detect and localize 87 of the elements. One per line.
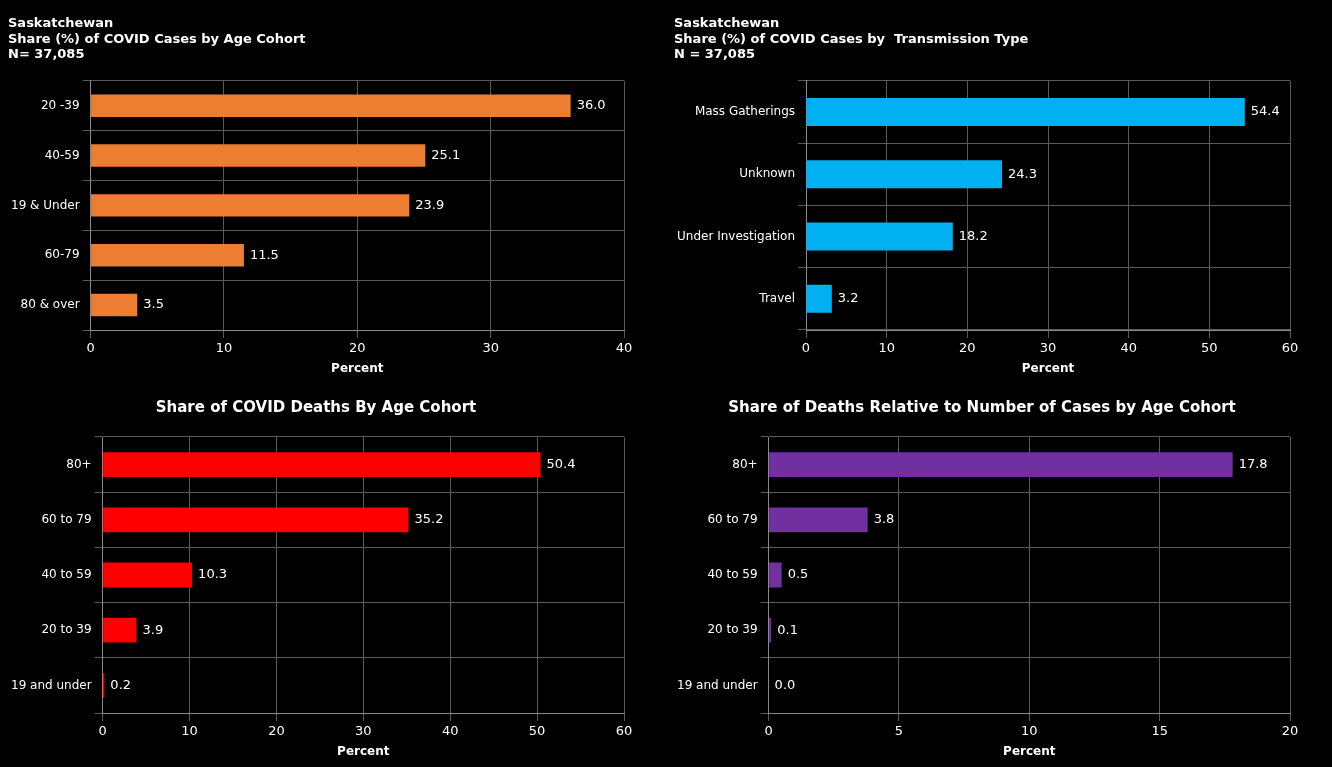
x-tick-label: 40 [1120,340,1137,356]
x-tick-label: 10 [878,340,895,356]
data-label: 24.3 [1008,165,1037,181]
x-tick-label: 5 [894,723,904,739]
x-axis-title: Percent [331,360,384,375]
y-tick-label: 19 & Under [11,197,80,212]
data-label: 18.2 [958,227,988,243]
x-tick-label: 20 [1281,723,1299,739]
x-tick-label: 20 [349,340,366,356]
x-tick-label: 15 [1151,723,1168,739]
y-tick-label: 60 to 79 [41,511,92,526]
bar [806,284,832,313]
data-label: 25.1 [431,146,461,162]
data-label: 54.4 [1250,103,1280,119]
chart-title: Saskatchewan Share (%) of COVID Cases by Transmission Type N = 37,085 [674,15,1029,62]
bar [91,144,426,167]
y-tick-label: 20 to 39 [707,622,758,637]
x-tick-label: 50 [1201,340,1218,356]
bar [103,507,409,533]
x-tick-label: 20 [959,340,976,356]
bar [806,97,1245,126]
bar [91,244,244,267]
data-label: 36.0 [576,97,606,113]
x-tick-label: 40 [441,723,459,739]
bar [806,160,1003,189]
x-tick-label: 50 [528,723,546,739]
x-tick-label: 60 [615,723,633,739]
x-axis-title: Percent [337,743,390,758]
y-tick-label: 40 to 59 [707,567,758,582]
y-tick-label: 40-59 [44,147,80,162]
y-tick-label: 19 and under [10,677,92,692]
x-tick-label: 0 [801,340,811,356]
bar [103,452,541,478]
bar [91,194,410,217]
data-label: 0.2 [110,676,132,692]
x-tick-label: 60 [1281,340,1299,356]
x-tick-label: 30 [482,340,499,356]
x-tick-label: 30 [355,723,372,739]
data-label: 23.9 [415,196,445,212]
chart-title: Share of Deaths Relative to Number of Cases by Age Cohort [728,397,1236,416]
y-tick-label: Under Investigation [677,228,796,243]
x-tick-label: 10 [1021,723,1038,739]
x-tick-label: 40 [615,340,633,356]
bar [769,507,868,533]
bar [91,293,138,317]
data-label: 10.3 [198,566,228,582]
data-label: 11.5 [249,246,279,262]
data-label: 50.4 [546,455,576,471]
y-tick-label: 60 to 79 [707,511,758,526]
x-tick-label: 10 [215,340,233,356]
y-tick-label: 80+ [66,456,92,471]
bar [769,452,1233,478]
data-label: 0.5 [787,566,809,582]
y-tick-label: 19 and under [676,677,758,692]
data-label: 0.1 [777,621,798,637]
x-axis-title: Percent [1021,360,1075,375]
bar [103,617,137,643]
data-label: 3.5 [143,296,164,312]
bar [806,222,953,251]
x-axis-title: Percent [1003,743,1056,758]
data-label: 3.8 [873,511,895,527]
y-tick-label: Travel [758,290,796,305]
bar [769,617,772,643]
y-tick-label: 80 & over [20,297,80,312]
x-tick-label: 0 [98,723,107,739]
bar [103,562,193,588]
x-tick-label: 20 [268,723,285,739]
y-tick-label: Mass Gatherings [694,104,796,119]
y-tick-label: 20 to 39 [41,622,92,637]
x-tick-label: 30 [1039,340,1057,356]
x-tick-label: 0 [764,723,773,739]
data-label: 3.2 [837,290,859,306]
y-tick-label: 40 to 59 [41,567,92,582]
data-label: 35.2 [414,511,444,527]
chart-title: Share of COVID Deaths By Age Cohort [155,397,477,416]
bar [91,94,571,117]
data-label: 0.0 [774,676,796,692]
data-label: 17.8 [1238,455,1268,471]
y-tick-label: 20 -39 [40,97,80,112]
y-tick-label: 80+ [732,456,758,471]
data-label: 3.9 [142,621,164,637]
y-tick-label: Unknown [739,166,796,181]
bar [769,562,782,588]
x-tick-label: 0 [86,340,95,356]
chart-title: Saskatchewan Share (%) of COVID Cases by Age Cohort N= 37,085 [8,15,306,62]
x-tick-label: 10 [181,723,198,739]
y-tick-label: 60-79 [44,247,80,262]
